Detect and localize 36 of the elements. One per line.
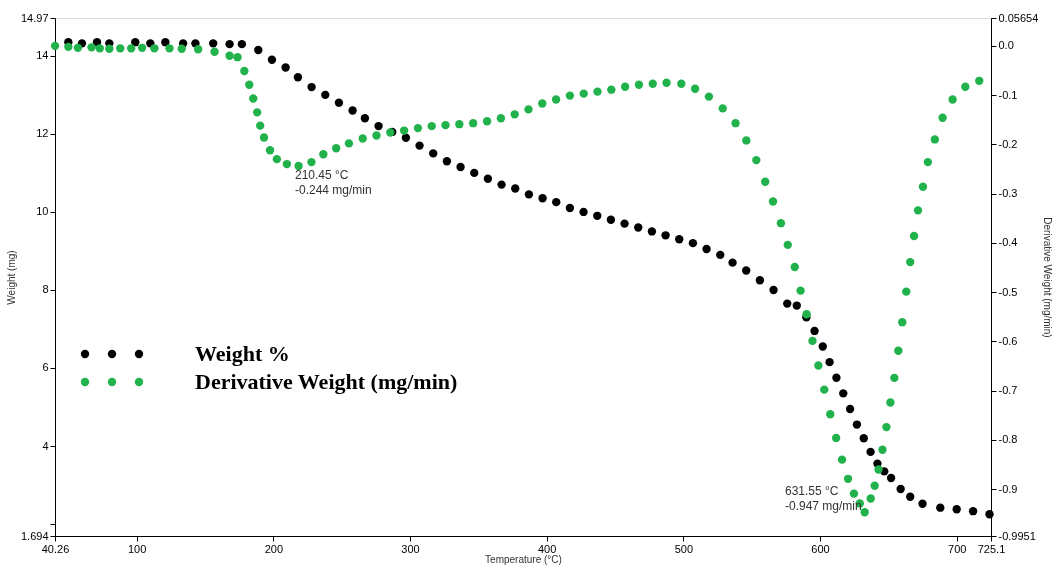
x-tick-label: 700 (948, 542, 967, 555)
y-tick-label: 8 (42, 283, 49, 296)
y-tick-label: 1.694 (20, 529, 49, 542)
y-tick-label: 14 (36, 49, 49, 62)
y2-tick-label: -0.2 (998, 137, 1018, 150)
x-tick-label: 100 (127, 542, 147, 555)
y-tick-label: 14.97 (20, 11, 49, 24)
x-tick-label: 40.26 (41, 542, 70, 555)
x-tick-label: 200 (264, 542, 283, 555)
y2-tick-label: 0.0 (998, 39, 1014, 52)
y2-tick-label: 0.05654 (998, 11, 1039, 24)
x-axis-title: Temperature (°C) (485, 553, 562, 565)
y-tick-label: 10 (36, 205, 49, 218)
x-tick-label: 300 (401, 542, 420, 555)
x-tick-label: 600 (811, 542, 830, 555)
y2-tick-label: -0.6 (998, 334, 1018, 347)
x-tick-label: 500 (674, 542, 694, 555)
y2-tick-label: -0.4 (998, 236, 1018, 249)
legend-label: Weight % (195, 341, 290, 366)
annotation: 210.45 °C -0.244 mg/min (295, 168, 372, 197)
annotation: 631.55 °C -0.947 mg/min (785, 484, 862, 513)
y-tick-label: 4 (42, 439, 49, 452)
y2-tick-label: -0.1 (998, 88, 1018, 101)
y-tick-label: 6 (42, 361, 49, 374)
y2-tick-label: -0.3 (998, 187, 1018, 200)
x-tick-label: 400 (537, 542, 557, 555)
y2-axis-title: Derivative Weight (mg/min) (1042, 217, 1054, 338)
legend-label: Derivative Weight (mg/min) (195, 369, 458, 394)
y2-tick-label: -0.9 (998, 482, 1018, 495)
y-tick-label: 12 (36, 127, 49, 140)
x-tick-label: 725.1 (977, 542, 1006, 555)
y-axis-title: Weight (mg) (5, 250, 17, 305)
y2-tick-label: -0.5 (998, 285, 1018, 298)
y2-tick-label: -0.7 (998, 384, 1018, 397)
y2-tick-label: -0.8 (998, 433, 1018, 446)
y2-tick-label: -0.9951 (998, 529, 1036, 542)
